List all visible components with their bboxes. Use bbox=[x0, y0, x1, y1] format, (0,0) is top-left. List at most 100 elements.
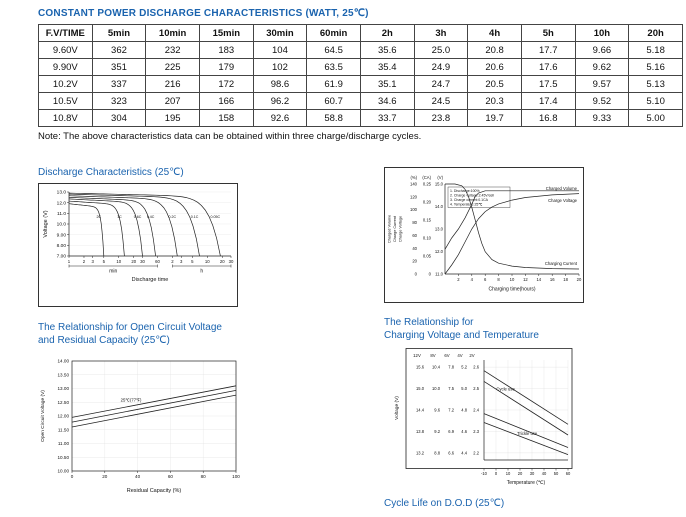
svg-text:20: 20 bbox=[131, 259, 136, 264]
table-cell: 9.66 bbox=[574, 41, 630, 59]
svg-text:4.6: 4.6 bbox=[461, 429, 467, 434]
svg-text:0.1C: 0.1C bbox=[191, 215, 199, 219]
table-header-cell: 20h bbox=[628, 24, 683, 42]
table-cell: 5.16 bbox=[628, 58, 683, 76]
svg-text:2V: 2V bbox=[469, 353, 474, 358]
svg-text:11.50: 11.50 bbox=[58, 427, 70, 432]
svg-text:6.9: 6.9 bbox=[448, 429, 454, 434]
svg-text:12V: 12V bbox=[413, 353, 421, 358]
svg-text:11.00: 11.00 bbox=[58, 441, 70, 446]
svg-text:0.05C: 0.05C bbox=[211, 215, 221, 219]
svg-text:0.10: 0.10 bbox=[423, 236, 432, 241]
table-cell: 179 bbox=[198, 58, 254, 76]
svg-text:7.5: 7.5 bbox=[448, 386, 454, 391]
temp-chart: Voltage (V) 12V 8V 6V 4V 2V 15.6 10.4 7.8 5.2 2.6 1… bbox=[392, 348, 582, 488]
svg-text:1: 1 bbox=[68, 259, 71, 264]
table-header-cell: 15min bbox=[198, 24, 254, 42]
svg-text:100: 100 bbox=[232, 474, 240, 479]
svg-text:10.4: 10.4 bbox=[432, 365, 441, 370]
svg-text:7.00: 7.00 bbox=[57, 254, 67, 260]
svg-text:4.4: 4.4 bbox=[461, 450, 467, 455]
table-cell: 5.13 bbox=[628, 75, 683, 93]
svg-text:7.8: 7.8 bbox=[448, 365, 454, 370]
table-cell: 17.6 bbox=[520, 58, 576, 76]
svg-text:Residual Capacity (%): Residual Capacity (%) bbox=[127, 488, 182, 494]
charging-chart-svg: Charged Volume Charge Current Charge Volta… bbox=[388, 175, 582, 293]
svg-text:h: h bbox=[200, 269, 203, 275]
svg-text:0.05: 0.05 bbox=[423, 254, 432, 259]
svg-text:140: 140 bbox=[410, 182, 418, 187]
table-cell: 9.90V bbox=[38, 58, 93, 76]
table-cell: 24.9 bbox=[413, 58, 469, 76]
svg-text:10.0: 10.0 bbox=[432, 386, 441, 391]
table-cell: 20.5 bbox=[467, 75, 522, 93]
svg-text:6: 6 bbox=[484, 277, 487, 282]
table-cell: 166 bbox=[198, 92, 254, 110]
svg-text:12.0: 12.0 bbox=[57, 200, 67, 206]
svg-text:0.15: 0.15 bbox=[423, 218, 432, 223]
svg-text:0.4C: 0.4C bbox=[147, 215, 155, 219]
svg-text:2. Charge voltage:2.45V/cell: 2. Charge voltage:2.45V/cell bbox=[450, 194, 494, 198]
svg-text:Voltage (V): Voltage (V) bbox=[394, 396, 400, 420]
svg-text:20: 20 bbox=[102, 474, 108, 479]
svg-text:Charging time(hours): Charging time(hours) bbox=[489, 287, 536, 293]
table-header-cell: F.V/TIME bbox=[38, 24, 93, 42]
table-cell: 5.18 bbox=[628, 41, 683, 59]
svg-text:60: 60 bbox=[168, 474, 174, 479]
table-cell: 225 bbox=[145, 58, 200, 76]
table-cell: 35.4 bbox=[359, 58, 415, 76]
svg-text:40: 40 bbox=[412, 246, 417, 251]
table-cell: 323 bbox=[91, 92, 147, 110]
svg-text:7.2: 7.2 bbox=[448, 408, 454, 413]
svg-text:11.0: 11.0 bbox=[57, 211, 66, 217]
svg-text:4: 4 bbox=[471, 277, 474, 282]
table-cell: 25.0 bbox=[413, 41, 469, 59]
svg-text:3: 3 bbox=[180, 259, 183, 264]
table-cell: 64.5 bbox=[306, 41, 361, 59]
svg-text:2C: 2C bbox=[96, 215, 101, 219]
table-cell: 9.60V bbox=[38, 41, 93, 59]
table-cell: 98.6 bbox=[252, 75, 308, 93]
svg-text:5.2: 5.2 bbox=[461, 365, 467, 370]
svg-text:14.4: 14.4 bbox=[416, 408, 425, 413]
svg-text:5.0: 5.0 bbox=[461, 386, 467, 391]
temp-chart-heading-line2: Charging Voltage and Temperature bbox=[384, 330, 539, 341]
table-header-cell: 2h bbox=[359, 24, 415, 42]
svg-text:8.00: 8.00 bbox=[57, 243, 67, 249]
table-cell: 58.8 bbox=[306, 109, 361, 127]
ocv-chart-svg: Open Circuit Voltage (V) 14.00 13.50 13.00 1… bbox=[40, 359, 240, 494]
table-row: 9.60V 362 232 183 104 64.5 35.6 25.0 20.8 17.7 9.6… bbox=[38, 41, 683, 59]
table-cell: 195 bbox=[145, 109, 200, 127]
table-cell: 19.7 bbox=[467, 109, 522, 127]
svg-text:0: 0 bbox=[429, 272, 432, 277]
table-cell: 5.10 bbox=[628, 92, 683, 110]
svg-text:13.2: 13.2 bbox=[416, 450, 425, 455]
table-cell: 9.52 bbox=[574, 92, 630, 110]
svg-text:30: 30 bbox=[229, 259, 234, 264]
table-cell: 207 bbox=[145, 92, 200, 110]
svg-text:Charge Voltage: Charge Voltage bbox=[548, 198, 578, 203]
svg-text:1. Discharge:100%: 1. Discharge:100% bbox=[450, 189, 480, 193]
svg-text:Charged Volume: Charged Volume bbox=[388, 215, 392, 243]
svg-text:0: 0 bbox=[71, 474, 74, 479]
svg-text:Voltage (V): Voltage (V) bbox=[43, 210, 49, 237]
svg-text:2: 2 bbox=[83, 259, 86, 264]
table-row: 9.90V 351 225 179 102 63.5 35.4 24.9 20.6 17.6 9.6… bbox=[38, 58, 683, 76]
temp-chart-heading-line1: The Relationship for bbox=[384, 317, 474, 328]
svg-text:15.0: 15.0 bbox=[416, 386, 425, 391]
cycle-life-heading: Cycle Life on D.O.D (25℃) bbox=[384, 498, 505, 509]
svg-text:4.8: 4.8 bbox=[461, 408, 467, 413]
svg-text:13.50: 13.50 bbox=[58, 372, 70, 377]
table-cell: 17.4 bbox=[520, 92, 576, 110]
svg-text:6.6: 6.6 bbox=[448, 450, 454, 455]
svg-text:10.50: 10.50 bbox=[58, 455, 70, 460]
table-cell: 96.2 bbox=[252, 92, 308, 110]
table-cell: 23.8 bbox=[413, 109, 469, 127]
svg-text:14: 14 bbox=[536, 277, 541, 282]
svg-text:20: 20 bbox=[518, 471, 523, 476]
table-cell: 10.5V bbox=[38, 92, 93, 110]
table-header-cell: 60min bbox=[306, 24, 361, 42]
svg-text:9.6: 9.6 bbox=[434, 408, 440, 413]
svg-text:0: 0 bbox=[495, 471, 498, 476]
